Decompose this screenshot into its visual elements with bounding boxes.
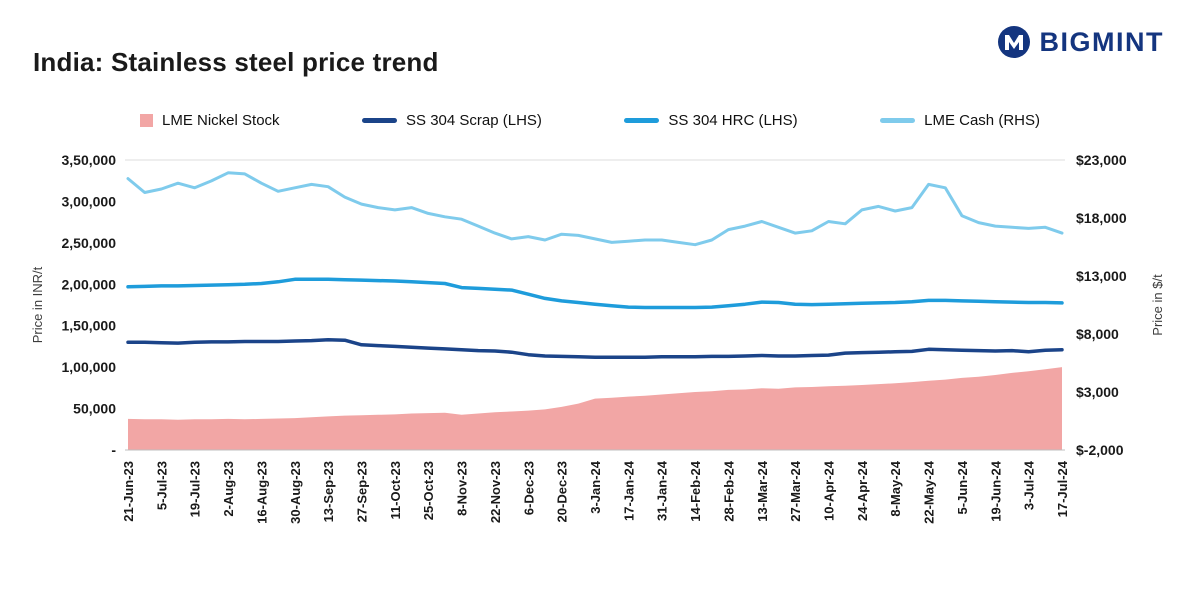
svg-text:10-Apr-24: 10-Apr-24 xyxy=(822,460,837,521)
svg-text:$-2,000: $-2,000 xyxy=(1076,442,1124,458)
svg-text:5-Jun-24: 5-Jun-24 xyxy=(955,460,970,514)
svg-text:3-Jul-24: 3-Jul-24 xyxy=(1022,460,1037,510)
chart-legend: LME Nickel Stock SS 304 Scrap (LHS) SS 3… xyxy=(140,112,1040,129)
brand-name: BIGMINT xyxy=(1039,26,1164,57)
svg-text:50,000: 50,000 xyxy=(73,401,116,417)
svg-text:20-Dec-23: 20-Dec-23 xyxy=(555,461,570,522)
svg-text:1,00,000: 1,00,000 xyxy=(62,359,117,375)
legend-item-lme-cash: LME Cash (RHS) xyxy=(880,112,1040,129)
legend-swatch-lme-cash xyxy=(880,118,916,123)
legend-label-lme-cash: LME Cash (RHS) xyxy=(924,112,1040,129)
svg-text:$23,000: $23,000 xyxy=(1076,152,1127,168)
svg-text:25-Oct-23: 25-Oct-23 xyxy=(421,461,436,520)
svg-text:Price in INR/t: Price in INR/t xyxy=(30,266,45,343)
svg-text:31-Jan-24: 31-Jan-24 xyxy=(655,460,670,521)
legend-label-ss304-scrap: SS 304 Scrap (LHS) xyxy=(406,112,542,129)
svg-text:13-Mar-24: 13-Mar-24 xyxy=(755,460,770,521)
svg-text:24-Apr-24: 24-Apr-24 xyxy=(855,460,870,521)
svg-text:$8,000: $8,000 xyxy=(1076,326,1119,342)
svg-text:2,50,000: 2,50,000 xyxy=(62,235,117,251)
svg-text:13-Sep-23: 13-Sep-23 xyxy=(321,461,336,522)
svg-text:28-Feb-24: 28-Feb-24 xyxy=(721,460,736,521)
svg-text:8-May-24: 8-May-24 xyxy=(888,460,903,516)
svg-text:3,50,000: 3,50,000 xyxy=(62,152,117,168)
svg-text:$13,000: $13,000 xyxy=(1076,268,1127,284)
svg-text:19-Jun-24: 19-Jun-24 xyxy=(988,460,1003,521)
svg-text:5-Jul-23: 5-Jul-23 xyxy=(154,461,169,510)
svg-text:3,00,000: 3,00,000 xyxy=(62,193,117,209)
svg-text:22-May-24: 22-May-24 xyxy=(922,460,937,524)
legend-item-ss304-scrap: SS 304 Scrap (LHS) xyxy=(362,112,542,129)
svg-text:30-Aug-23: 30-Aug-23 xyxy=(288,461,303,524)
svg-text:27-Mar-24: 27-Mar-24 xyxy=(788,460,803,521)
svg-text:3-Jan-24: 3-Jan-24 xyxy=(588,460,603,514)
svg-text:Price in $/t: Price in $/t xyxy=(1150,274,1165,336)
svg-text:2-Aug-23: 2-Aug-23 xyxy=(221,461,236,517)
svg-text:8-Nov-23: 8-Nov-23 xyxy=(455,461,470,516)
svg-text:$3,000: $3,000 xyxy=(1076,384,1119,400)
legend-item-nickel-stock: LME Nickel Stock xyxy=(140,112,280,129)
legend-swatch-nickel-stock xyxy=(140,114,153,127)
svg-text:2,00,000: 2,00,000 xyxy=(62,276,117,292)
svg-text:19-Jul-23: 19-Jul-23 xyxy=(188,461,203,517)
legend-label-ss304-hrc: SS 304 HRC (LHS) xyxy=(668,112,798,129)
bigmint-logo: BIGMINT xyxy=(996,24,1165,60)
svg-text:$18,000: $18,000 xyxy=(1076,210,1127,226)
svg-text:27-Sep-23: 27-Sep-23 xyxy=(355,461,370,522)
svg-text:11-Oct-23: 11-Oct-23 xyxy=(388,461,403,520)
legend-label-nickel-stock: LME Nickel Stock xyxy=(162,112,280,129)
bigmint-logo-icon xyxy=(997,26,1030,58)
svg-text:17-Jan-24: 17-Jan-24 xyxy=(621,460,636,521)
svg-text:22-Nov-23: 22-Nov-23 xyxy=(488,461,503,523)
svg-text:17-Jul-24: 17-Jul-24 xyxy=(1055,460,1070,517)
legend-swatch-ss304-hrc xyxy=(624,118,660,123)
legend-item-ss304-hrc: SS 304 HRC (LHS) xyxy=(624,112,798,129)
svg-text:-: - xyxy=(111,442,116,458)
svg-text:1,50,000: 1,50,000 xyxy=(62,318,117,334)
svg-text:21-Jun-23: 21-Jun-23 xyxy=(121,461,136,522)
svg-text:16-Aug-23: 16-Aug-23 xyxy=(254,461,269,524)
svg-text:14-Feb-24: 14-Feb-24 xyxy=(688,460,703,521)
page-title: India: Stainless steel price trend xyxy=(33,47,439,77)
svg-text:6-Dec-23: 6-Dec-23 xyxy=(521,461,536,515)
legend-swatch-ss304-scrap xyxy=(362,118,398,123)
